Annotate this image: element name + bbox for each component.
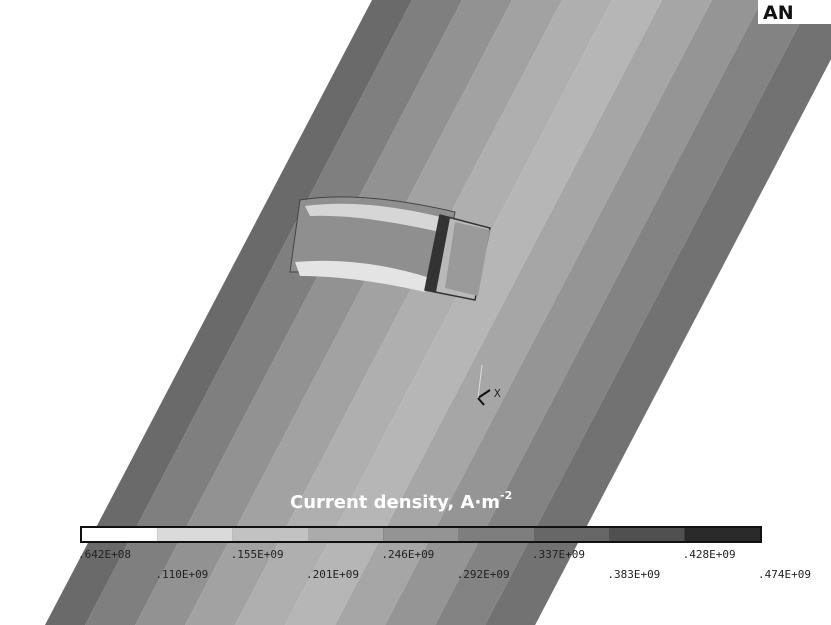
logo: AN [763,2,794,24]
color-bar-label: .642E+08 [78,548,131,561]
color-bar-segment [685,528,760,541]
color-bar-label: .337E+09 [532,548,585,561]
color-bar-segment [157,528,232,541]
triad-x-label: X [494,387,501,400]
color-bar-segment [459,528,534,541]
color-bar-segment [609,528,684,541]
color-bar-segment [534,528,609,541]
legend-title-superscript: -2 [500,489,512,502]
color-bar-label: .246E+09 [381,548,434,561]
color-bar-label: .474E+09 [758,568,811,581]
color-bar-label: .383E+09 [607,568,660,581]
legend-title: Current density, A·m-2 [290,489,512,513]
color-bar-label: .110E+09 [155,568,208,581]
color-bar-segment [383,528,458,541]
contour-plot-view: X AN Current density, A·m-2 .642E+08 .110… [0,0,831,625]
color-bar-segment [308,528,383,541]
legend-title-text: Current density, A·m [290,492,500,513]
color-bar-segment [233,528,308,541]
color-bar-segment [82,528,157,541]
color-bar-label: .292E+09 [457,568,510,581]
color-bar-label: .201E+09 [306,568,359,581]
color-bar-label: .428E+09 [683,548,736,561]
color-bar-label: .155E+09 [231,548,284,561]
